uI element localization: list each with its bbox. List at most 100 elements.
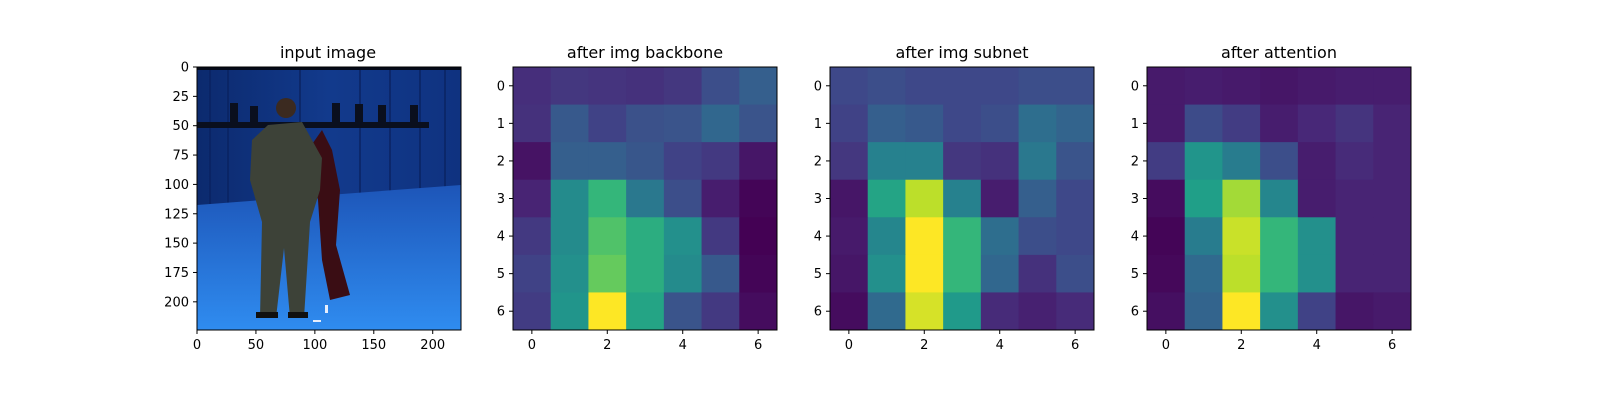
- x-tick-label: 0: [193, 338, 201, 353]
- heatmap-cell: [550, 179, 589, 218]
- heatmap-cell: [1147, 104, 1186, 143]
- attention-heatmap: [1147, 67, 1412, 331]
- x-tick-label: 0: [1162, 338, 1170, 353]
- heatmap-cell: [905, 292, 944, 331]
- heatmap-cell: [701, 179, 740, 218]
- heatmap-cell: [701, 67, 740, 106]
- heatmap-cell: [830, 104, 869, 143]
- heatmap-cell: [980, 104, 1020, 143]
- heatmap-cell: [550, 67, 589, 106]
- heatmap-cell: [588, 217, 627, 256]
- x-tick-label: 2: [1237, 338, 1245, 353]
- heatmap-cell: [663, 142, 703, 181]
- y-tick-label: 3: [814, 192, 822, 207]
- y-tick-label: 25: [172, 90, 189, 105]
- input-image-panel: input image: [164, 43, 462, 353]
- heatmap-cell: [1184, 142, 1223, 181]
- heatmap-cell: [701, 217, 740, 256]
- heatmap-cell: [1260, 254, 1299, 293]
- y-tick-label: 0: [814, 79, 822, 94]
- heatmap-cell: [1056, 104, 1095, 143]
- heatmap-cell: [626, 217, 665, 256]
- heatmap-cell: [980, 179, 1020, 218]
- heatmap-cell: [626, 254, 665, 293]
- heatmap-cell: [1297, 104, 1337, 143]
- y-tick-label: 0: [1131, 79, 1139, 94]
- heatmap-cell: [513, 67, 552, 106]
- heatmap-cell: [626, 292, 665, 331]
- heatmap-cell: [1373, 67, 1412, 106]
- heatmap-cell: [1297, 217, 1337, 256]
- subnet-axes: 0 2 4 6 0 1 2 3 4 5 6: [814, 66, 1095, 353]
- heatmap-cell: [1184, 217, 1223, 256]
- heatmap-cell: [513, 179, 552, 218]
- heatmap-cell: [1297, 179, 1337, 218]
- y-tick-label: 6: [497, 305, 505, 320]
- heatmap-cell: [830, 217, 869, 256]
- heatmap-cell: [1222, 67, 1261, 106]
- heatmap-cell: [663, 292, 703, 331]
- heatmap-cell: [943, 104, 982, 143]
- heatmap-cell: [1147, 217, 1186, 256]
- backbone-title: after img backbone: [567, 43, 723, 62]
- heatmap-cell: [905, 142, 944, 181]
- y-tick-label: 0: [497, 79, 505, 94]
- input-image-axes: 0 50 100 150 200 0 25 50 75 100 125 150 175 200: [164, 61, 462, 353]
- heatmap-cell: [739, 179, 778, 218]
- heatmap-cell: [588, 104, 627, 143]
- heatmap-cell: [1184, 67, 1223, 106]
- heatmap-cell: [1373, 292, 1412, 331]
- heatmap-cell: [830, 292, 869, 331]
- heatmap-cell: [830, 67, 869, 106]
- heatmap-cell: [739, 292, 778, 331]
- heatmap-cell: [1335, 104, 1374, 143]
- heatmap-cell: [1335, 292, 1374, 331]
- x-tick-label: 2: [603, 338, 611, 353]
- y-tick-label: 125: [164, 207, 189, 222]
- y-tick-label: 75: [172, 149, 189, 164]
- subnet-title: after img subnet: [895, 43, 1028, 62]
- y-tick-label: 5: [814, 267, 822, 282]
- heatmap-cell: [943, 142, 982, 181]
- y-tick-label: 0: [181, 61, 189, 76]
- heatmap-cell: [1222, 179, 1261, 218]
- heatmap-cell: [550, 217, 589, 256]
- heatmap-cell: [1018, 179, 1057, 218]
- heatmap-cell: [1373, 104, 1412, 143]
- heatmap-cell: [867, 104, 906, 143]
- x-tick-label: 0: [528, 338, 536, 353]
- attention-axes: 0 2 4 6 0 1 2 3 4 5 6: [1131, 66, 1412, 353]
- heatmap-cell: [1056, 217, 1095, 256]
- y-tick-label: 2: [1131, 154, 1139, 169]
- heatmap-cell: [980, 292, 1020, 331]
- heatmap-cell: [701, 142, 740, 181]
- heatmap-cell: [980, 67, 1020, 106]
- y-tick-label: 4: [1131, 230, 1139, 245]
- attention-panel: after attention 0 2 4 6 0 1 2 3 4 5 6: [1131, 43, 1412, 353]
- heatmap-cell: [1297, 292, 1337, 331]
- heatmap-cell: [739, 142, 778, 181]
- heatmap-cell: [550, 292, 589, 331]
- y-tick-label: 2: [814, 154, 822, 169]
- heatmap-cell: [1297, 142, 1337, 181]
- heatmap-cell: [1184, 104, 1223, 143]
- x-tick-label: 0: [845, 338, 853, 353]
- y-tick-label: 3: [1131, 192, 1139, 207]
- heatmap-cell: [739, 104, 778, 143]
- backbone-heatmap: [513, 67, 778, 331]
- heatmap-cell: [943, 179, 982, 218]
- heatmap-cell: [830, 254, 869, 293]
- y-tick-label: 4: [497, 230, 505, 245]
- heatmap-cell: [1260, 179, 1299, 218]
- heatmap-cell: [1373, 142, 1412, 181]
- y-tick-label: 175: [164, 266, 189, 281]
- y-tick-label: 100: [164, 178, 189, 193]
- heatmap-cell: [905, 254, 944, 293]
- heatmap-cell: [1297, 67, 1337, 106]
- heatmap-cell: [980, 142, 1020, 181]
- heatmap-cell: [1147, 179, 1186, 218]
- heatmap-cell: [550, 254, 589, 293]
- heatmap-cell: [1335, 217, 1374, 256]
- heatmap-cell: [1184, 179, 1223, 218]
- heatmap-cell: [830, 179, 869, 218]
